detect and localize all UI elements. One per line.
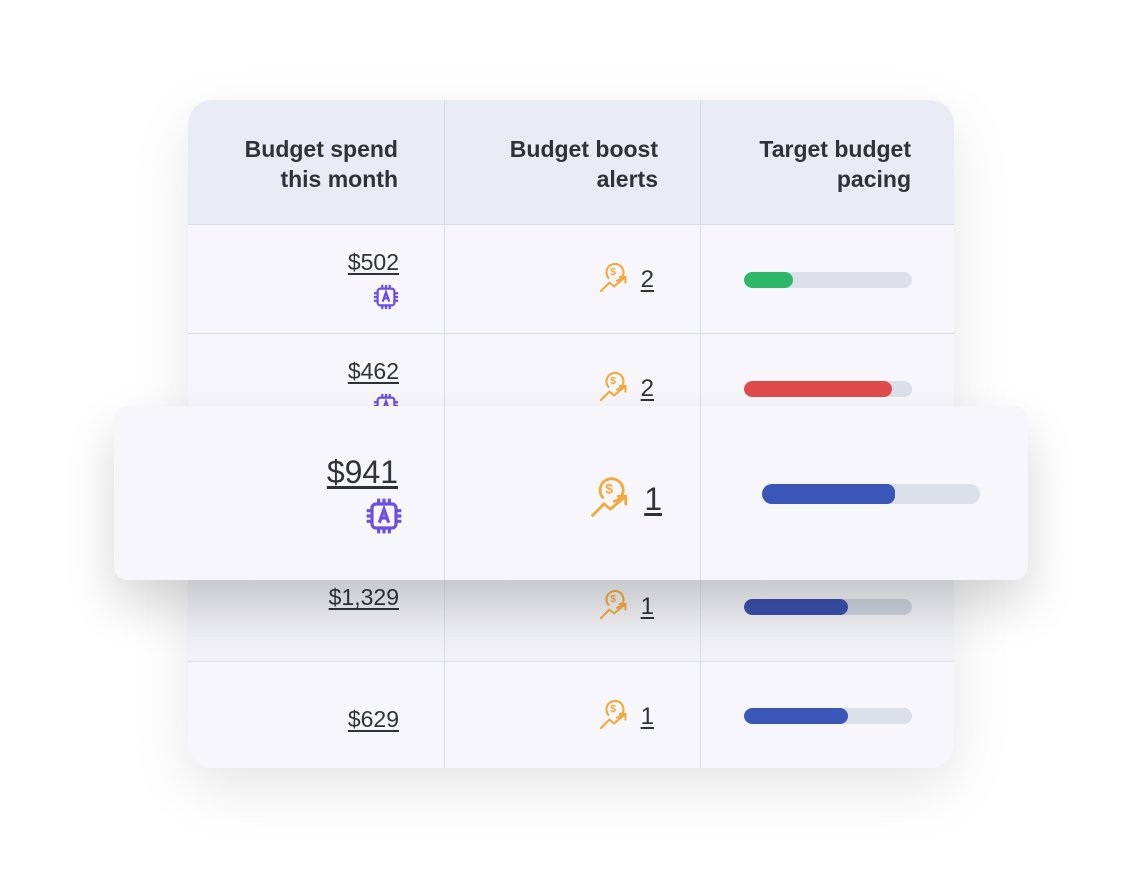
header-line: alerts bbox=[596, 166, 658, 192]
spend-link[interactable]: $462 bbox=[347, 358, 399, 384]
header-line: pacing bbox=[836, 166, 911, 192]
pacing-bar bbox=[744, 272, 912, 288]
svg-text:$: $ bbox=[610, 267, 616, 278]
boost-alert[interactable]: $2 bbox=[599, 259, 654, 300]
boost-alert[interactable]: $1 bbox=[590, 472, 662, 526]
alert-count[interactable]: 1 bbox=[640, 702, 654, 730]
header-target-pacing: Target budget pacing bbox=[701, 134, 911, 194]
pacing-fill bbox=[744, 381, 892, 397]
spend-link[interactable]: $1,329 bbox=[328, 584, 399, 610]
header-line: Budget boost bbox=[509, 136, 658, 162]
boost-alert[interactable]: $1 bbox=[599, 696, 654, 737]
pacing-bar bbox=[744, 599, 912, 615]
table-header: Budget spend this month Budget boost alert… bbox=[188, 100, 954, 224]
alert-count[interactable]: 1 bbox=[644, 480, 662, 517]
pacing-fill bbox=[762, 484, 895, 504]
spend-link[interactable]: $941 bbox=[326, 454, 398, 490]
spend-link[interactable]: $502 bbox=[347, 249, 399, 275]
boost-alert[interactable]: $2 bbox=[599, 368, 654, 409]
header-budget-spend: Budget spend this month bbox=[188, 134, 398, 194]
alert-count[interactable]: 2 bbox=[640, 265, 654, 293]
pacing-bar bbox=[744, 708, 912, 724]
dollar-growth-icon: $ bbox=[590, 472, 636, 526]
pacing-fill bbox=[744, 272, 793, 288]
svg-text:$: $ bbox=[610, 376, 616, 387]
table-row: $502 $2 bbox=[188, 224, 954, 334]
dollar-growth-icon: $ bbox=[599, 696, 633, 737]
svg-text:$: $ bbox=[610, 704, 616, 715]
ai-chip-icon bbox=[364, 496, 404, 541]
header-line: this month bbox=[280, 166, 398, 192]
table-row: $462 $2 bbox=[188, 333, 954, 443]
alert-count[interactable]: 2 bbox=[640, 374, 654, 402]
dollar-growth-icon: $ bbox=[599, 259, 633, 300]
pacing-bar bbox=[744, 381, 912, 397]
spend-link[interactable]: $629 bbox=[347, 706, 399, 732]
column-divider bbox=[444, 406, 445, 580]
pacing-bar bbox=[762, 484, 980, 504]
header-line: Budget spend bbox=[244, 136, 398, 162]
highlighted-row-card[interactable]: $941 $1 bbox=[114, 406, 1028, 580]
boost-alert[interactable]: $1 bbox=[599, 586, 654, 627]
svg-text:$: $ bbox=[605, 481, 613, 497]
pacing-fill bbox=[744, 599, 849, 615]
ai-chip-icon bbox=[372, 283, 400, 316]
svg-text:$: $ bbox=[610, 594, 616, 605]
dollar-growth-icon: $ bbox=[599, 368, 633, 409]
header-boost-alerts: Budget boost alerts bbox=[448, 134, 658, 194]
column-divider bbox=[700, 406, 701, 580]
dollar-growth-icon: $ bbox=[599, 586, 633, 627]
pacing-fill bbox=[744, 708, 849, 724]
header-line: Target budget bbox=[759, 136, 911, 162]
alert-count[interactable]: 1 bbox=[640, 592, 654, 620]
table-row: $629 $1 bbox=[188, 661, 954, 768]
